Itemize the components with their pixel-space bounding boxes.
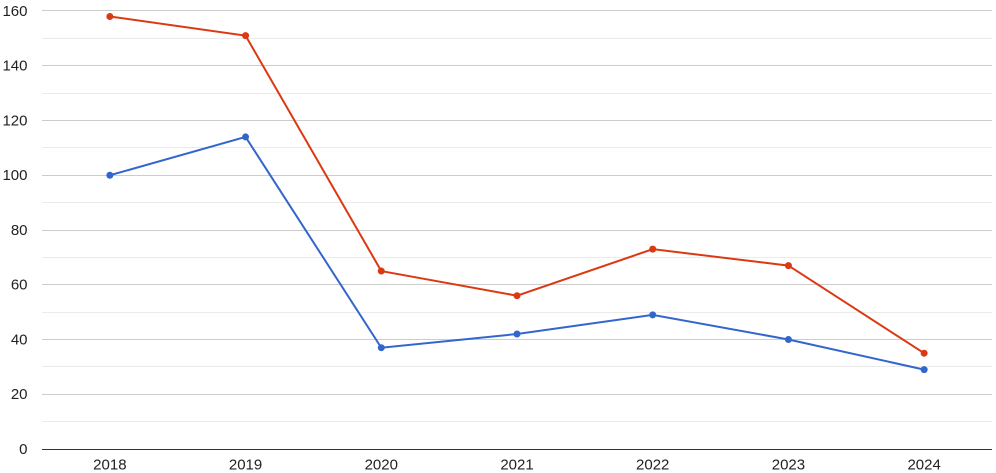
svg-text:2024: 2024: [907, 457, 940, 473]
svg-text:80: 80: [11, 222, 28, 239]
svg-text:100: 100: [2, 167, 27, 184]
svg-text:2022: 2022: [636, 457, 669, 473]
svg-text:120: 120: [2, 112, 27, 129]
svg-text:2021: 2021: [500, 457, 533, 473]
svg-text:60: 60: [11, 277, 28, 294]
svg-text:160: 160: [2, 3, 27, 20]
svg-text:0: 0: [19, 441, 27, 458]
svg-text:20: 20: [11, 386, 28, 403]
svg-text:2020: 2020: [365, 457, 398, 473]
svg-text:2019: 2019: [229, 457, 262, 473]
svg-text:2018: 2018: [93, 457, 126, 473]
svg-text:40: 40: [11, 331, 28, 348]
svg-text:140: 140: [2, 58, 27, 75]
svg-text:2023: 2023: [772, 457, 805, 473]
